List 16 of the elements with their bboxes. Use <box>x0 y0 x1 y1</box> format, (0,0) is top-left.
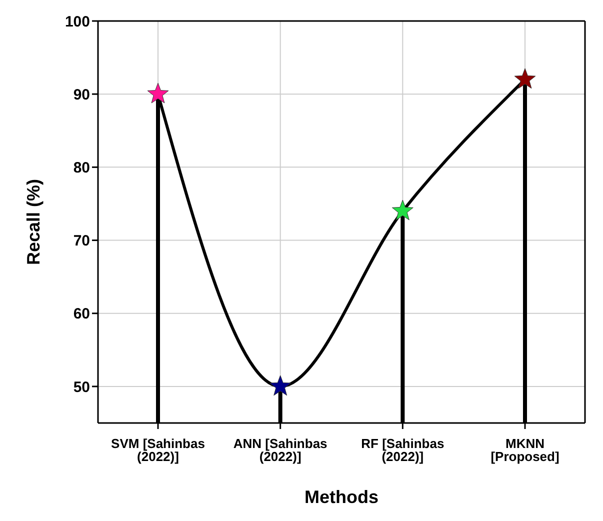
point <box>514 68 536 89</box>
x-axis-title: Methods <box>304 487 378 507</box>
x-tick-label: ANN [Sahinbas (2022)] <box>233 436 328 464</box>
y-axis-title: Recall (%) <box>23 178 44 266</box>
y-tick-label: 50 <box>73 378 90 396</box>
y-tick-label: 90 <box>73 86 90 104</box>
point <box>147 82 169 104</box>
point <box>392 200 414 220</box>
y-tick-label: 70 <box>73 232 90 250</box>
y-tick-label: 100 <box>64 13 90 30</box>
x-tick-label: SVM [Sahinbas (2022)] <box>111 436 205 464</box>
y-tick-label: 80 <box>73 160 90 177</box>
point <box>270 375 292 396</box>
x-tick-label: MKNN [Proposed] <box>490 436 560 464</box>
x-tick-label: RF [Sahinbas (2022)] <box>361 436 444 464</box>
y-tick-label: 60 <box>73 306 90 323</box>
